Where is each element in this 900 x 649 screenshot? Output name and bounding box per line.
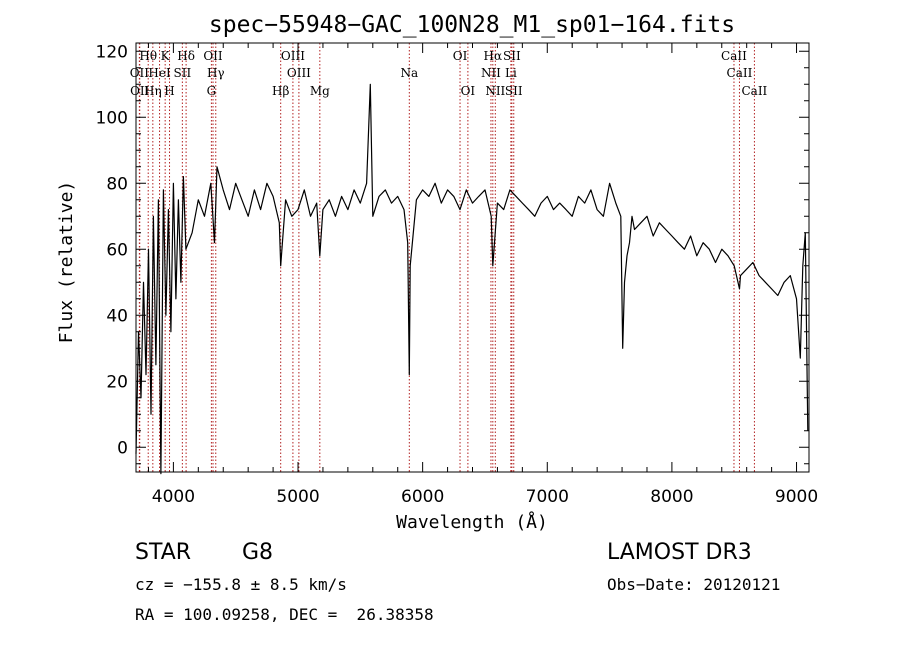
spectral-line-label: Hγ bbox=[207, 66, 225, 80]
spectral-line-label: SII bbox=[174, 66, 192, 80]
x-tick-label: 5000 bbox=[276, 487, 319, 507]
spectral-line-label: OIII bbox=[281, 49, 305, 63]
spectral-line-label: Hα bbox=[484, 49, 503, 63]
spectral-subclass: G8 bbox=[242, 540, 274, 565]
spectral-line-label: OI bbox=[461, 84, 476, 98]
spectral-line-label: SII bbox=[505, 84, 523, 98]
y-tick-label: 120 bbox=[96, 42, 128, 62]
sky-coordinates: RA = 100.09258, DEC = 26.38358 bbox=[135, 605, 434, 624]
x-tick-label: 6000 bbox=[401, 487, 444, 507]
y-tick-label: 20 bbox=[106, 372, 128, 392]
spectral-line-label: H bbox=[164, 84, 174, 98]
spectral-line-label: Hη bbox=[144, 84, 162, 98]
observation-date: Obs−Date: 20120121 bbox=[607, 575, 781, 594]
spectral-line-label: Hθ bbox=[139, 49, 157, 63]
y-tick-label: 100 bbox=[96, 108, 128, 128]
redshift-velocity: cz = −155.8 ± 8.5 km/s bbox=[135, 575, 347, 594]
spectral-line-label: Li bbox=[505, 66, 517, 80]
plot-frame bbox=[135, 42, 810, 473]
survey-name: LAMOST DR3 bbox=[607, 540, 752, 565]
spectral-line-label: Hδ bbox=[177, 49, 195, 63]
x-tick-label: 8000 bbox=[650, 487, 693, 507]
x-tick-label: 9000 bbox=[775, 487, 818, 507]
chart-title: spec−55948−GAC_100N28_M1_sp01−164.fits bbox=[209, 12, 735, 38]
spectral-line-label: CaII bbox=[741, 84, 767, 98]
spectral-line-label: Hβ bbox=[272, 84, 289, 98]
spectral-line-label: OIII bbox=[287, 66, 311, 80]
spectral-line-label: NII bbox=[485, 84, 505, 98]
y-tick-label: 40 bbox=[106, 306, 128, 326]
flux-line bbox=[135, 83, 809, 475]
spectral-line-label: OI bbox=[453, 49, 468, 63]
spectral-line-label: Mg bbox=[310, 84, 330, 98]
spectral-line-markers bbox=[138, 43, 755, 472]
spectral-line-label: OII bbox=[203, 49, 223, 63]
y-axis-title: Flux (relative) bbox=[56, 181, 77, 344]
spectral-line-label: HeI bbox=[148, 66, 171, 80]
spectral-line-label: G bbox=[207, 84, 217, 98]
x-tick-label: 4000 bbox=[152, 487, 195, 507]
y-tick-label: 80 bbox=[106, 174, 128, 194]
spectral-line-label: OII bbox=[130, 66, 150, 80]
spectral-line-label: OII bbox=[130, 84, 150, 98]
spectral-line-label: K bbox=[161, 49, 171, 63]
spectral-line-label: SII bbox=[503, 49, 521, 63]
y-tick-label: 0 bbox=[117, 438, 128, 458]
spectral-line-label: NII bbox=[481, 66, 501, 80]
spectral-line-label: CaII bbox=[727, 66, 753, 80]
spectral-line-label: Na bbox=[400, 66, 418, 80]
spectral-line-label: CaII bbox=[721, 49, 747, 63]
x-axis: 4000 5000 6000 7000 8000 9000 bbox=[147, 43, 818, 507]
object-class: STAR bbox=[135, 540, 192, 565]
flux-series bbox=[135, 83, 809, 475]
x-tick-label: 7000 bbox=[526, 487, 569, 507]
x-axis-title: Wavelength (Å) bbox=[396, 511, 548, 533]
y-tick-label: 60 bbox=[106, 240, 128, 260]
y-axis: 0 20 40 60 80 100 120 bbox=[96, 42, 809, 465]
